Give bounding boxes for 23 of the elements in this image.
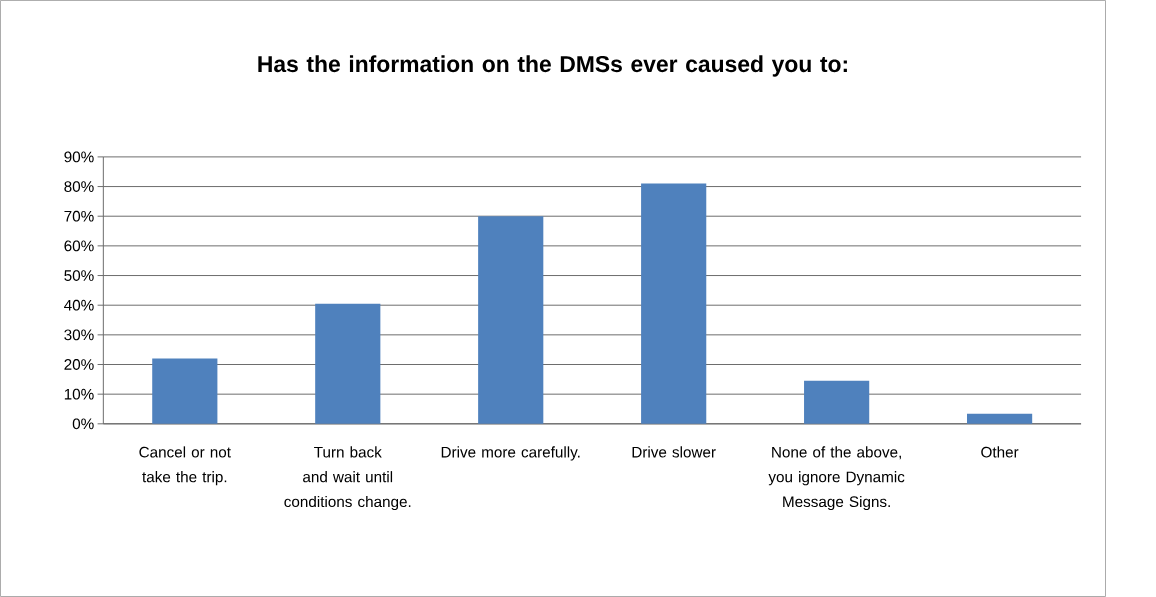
bar [152,358,218,424]
y-tick-label: 30% [64,329,94,341]
y-tick-label: 80% [64,181,94,192]
x-tick-label: Other [981,446,1019,458]
x-tick-label: Drive slower [632,446,716,458]
chart-title: Has the information on the DMSs ever caused you to: [258,55,847,77]
y-tick-label: 90% [64,151,94,163]
x-tick-label: Cancel or not take the trip. [139,446,231,486]
bar [804,380,870,424]
bar [478,216,544,424]
y-tick-label: 60% [64,240,94,252]
bar [967,413,1033,424]
y-tick-label: 40% [64,299,94,311]
x-tick-label: Turn back and wait until conditions change. [284,446,411,511]
x-tick-label: None of the above, you ignore Dynamic Message Signs. [768,446,905,511]
x-tick-label: Drive more carefully. [441,446,580,461]
y-tick-label: 10% [64,388,94,400]
y-tick-label: 0% [72,418,94,430]
y-tick-label: 70% [64,210,94,222]
y-tick-label: 50% [64,270,94,281]
bar [641,183,707,424]
y-tick-label: 20% [64,359,94,370]
bar [315,303,381,424]
